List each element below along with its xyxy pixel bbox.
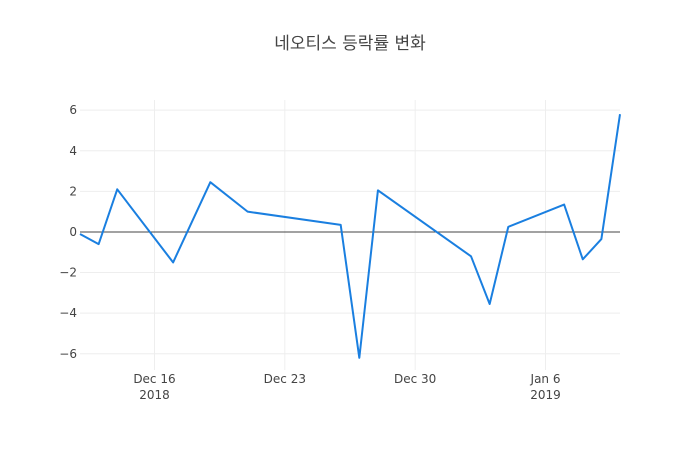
- y-tick-label: 6: [69, 103, 77, 117]
- y-tick-label: −4: [59, 306, 77, 320]
- data-point[interactable]: [206, 178, 214, 186]
- data-point[interactable]: [337, 221, 345, 229]
- y-tick-label: 2: [69, 184, 77, 198]
- x-tick-label: Jan 6: [530, 372, 561, 386]
- series-line: [79, 114, 621, 359]
- data-point[interactable]: [579, 255, 587, 263]
- x-tick-label: Dec 16: [133, 372, 175, 386]
- x-tick-label: Dec 23: [264, 372, 306, 386]
- chart-title: 네오티스 등락률 변화: [274, 34, 426, 54]
- y-tick-label: 0: [69, 225, 77, 239]
- data-point[interactable]: [597, 235, 605, 243]
- data-point[interactable]: [504, 223, 512, 231]
- data-point[interactable]: [76, 230, 84, 238]
- data-point[interactable]: [486, 300, 494, 308]
- x-tick-year-label: 2018: [139, 388, 170, 402]
- data-point[interactable]: [467, 252, 475, 260]
- data-point[interactable]: [560, 201, 568, 209]
- y-tick-label: −2: [59, 266, 77, 280]
- data-point[interactable]: [113, 185, 121, 193]
- y-tick-label: −6: [59, 347, 77, 361]
- axis-layer: −6 −4 −2 0 2 4 6 Dec 16 2018 Dec 23 Dec 30 Jan 6 201…: [59, 103, 620, 402]
- x-tick-label: Dec 30: [394, 372, 436, 386]
- data-point[interactable]: [355, 354, 363, 362]
- grid-layer: [80, 100, 620, 370]
- x-tick-year-label: 2019: [530, 388, 561, 402]
- data-point[interactable]: [244, 208, 252, 216]
- y-tick-label: 4: [69, 144, 77, 158]
- series-layer: [76, 110, 624, 362]
- data-point[interactable]: [169, 258, 177, 266]
- data-point[interactable]: [374, 186, 382, 194]
- data-point[interactable]: [616, 110, 624, 118]
- data-point[interactable]: [95, 240, 103, 248]
